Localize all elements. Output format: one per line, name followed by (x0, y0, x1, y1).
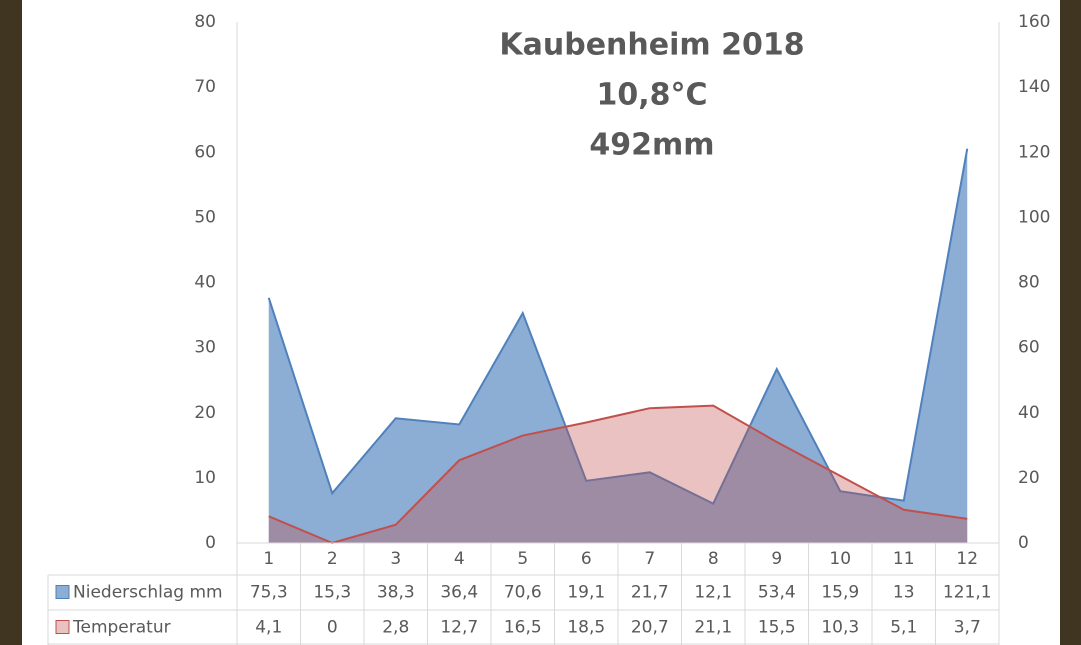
x-tick-label: 10 (829, 549, 851, 569)
y2-tick-label: 40 (1018, 403, 1040, 423)
y2-tick-label: 80 (1018, 273, 1040, 293)
table-cell: 121,1 (943, 583, 992, 603)
x-tick-label: 5 (517, 549, 528, 569)
table-cell: 19,1 (567, 583, 605, 603)
legend-label: Niederschlag mm (73, 583, 223, 603)
table-cell: 16,5 (504, 618, 542, 638)
table-cell: 53,4 (758, 583, 796, 603)
y2-tick-label: 20 (1018, 468, 1040, 488)
area-line (267, 148, 969, 505)
x-tick-label: 11 (893, 549, 915, 569)
x-tick-label: 8 (708, 549, 719, 569)
table-cell: 4,1 (255, 618, 282, 638)
y2-tick-label: 140 (1018, 77, 1050, 97)
table-cell: 13 (893, 583, 915, 603)
table-cell: 15,5 (758, 618, 796, 638)
y2-tick-label: 60 (1018, 338, 1040, 358)
y-tick-label: 50 (194, 207, 216, 227)
x-tick-label: 1 (263, 549, 274, 569)
table-cell: 5,1 (890, 618, 917, 638)
table-cell: 3,7 (954, 618, 981, 638)
table-cell: 21,7 (631, 583, 669, 603)
x-tick-label: 7 (644, 549, 655, 569)
table-cell: 75,3 (250, 583, 288, 603)
table-cell: 36,4 (440, 583, 478, 603)
area (268, 148, 968, 543)
y-tick-label: 20 (194, 403, 216, 423)
x-tick-label: 2 (327, 549, 338, 569)
y2-tick-label: 0 (1018, 533, 1029, 553)
chart-title: 10,8°C (596, 78, 707, 113)
y-tick-label: 30 (194, 338, 216, 358)
x-tick-label: 12 (956, 549, 978, 569)
y-tick-label: 40 (194, 273, 216, 293)
area-line (268, 404, 968, 545)
y2-tick-label: 120 (1018, 142, 1050, 162)
y-tick-label: 10 (194, 468, 216, 488)
table-cell: 0 (327, 618, 338, 638)
x-tick-label: 6 (581, 549, 592, 569)
table-cell: 18,5 (567, 618, 605, 638)
table-cell: 70,6 (504, 583, 542, 603)
table-cell: 15,3 (313, 583, 351, 603)
y-tick-label: 80 (194, 12, 216, 32)
legend-swatch (55, 585, 70, 599)
x-tick-label: 3 (390, 549, 401, 569)
y2-tick-label: 160 (1018, 12, 1050, 32)
legend-label: Temperatur (72, 618, 171, 638)
table-cell: 38,3 (377, 583, 415, 603)
table-cell: 12,7 (440, 618, 478, 638)
y2-tick-label: 100 (1018, 207, 1050, 227)
x-tick-label: 4 (454, 549, 465, 569)
x-tick-label: 9 (771, 549, 782, 569)
chart-title: Kaubenheim 2018 (499, 28, 804, 63)
y-tick-label: 0 (205, 533, 216, 553)
table-cell: 2,8 (382, 618, 409, 638)
area (268, 405, 968, 543)
table-cell: 21,1 (694, 618, 732, 638)
table-cell: 20,7 (631, 618, 669, 638)
table-cell: 15,9 (821, 583, 859, 603)
chart-title: 492mm (589, 128, 714, 163)
y-tick-label: 60 (194, 142, 216, 162)
table-cell: 10,3 (821, 618, 859, 638)
table-cell: 12,1 (694, 583, 732, 603)
y-tick-label: 70 (194, 77, 216, 97)
legend-swatch (55, 620, 70, 634)
